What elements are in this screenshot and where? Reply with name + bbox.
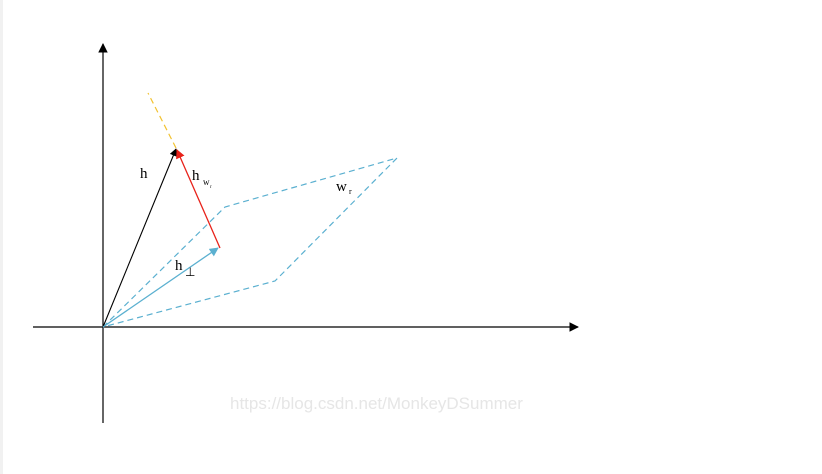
left-border [0,0,3,474]
plane-w-r [102,156,400,328]
label-h-w: h w r [192,168,212,190]
svg-text:⊥: ⊥ [185,265,195,279]
label-h-perp: h ⊥ [175,258,195,279]
label-w-r: w r [336,179,352,196]
svg-text:r: r [210,185,212,190]
svg-text:h: h [192,168,200,184]
svg-text:w: w [336,179,347,195]
h-w-vector [176,149,221,249]
label-h: h [140,166,148,182]
h-vector [102,148,177,328]
h-perp-vector [102,247,219,328]
svg-text:w: w [203,177,210,187]
watermark: https://blog.csdn.net/MonkeyDSummer [230,394,523,413]
h-extension-line [147,92,177,149]
svg-text:h: h [175,258,183,274]
svg-text:r: r [349,187,352,196]
